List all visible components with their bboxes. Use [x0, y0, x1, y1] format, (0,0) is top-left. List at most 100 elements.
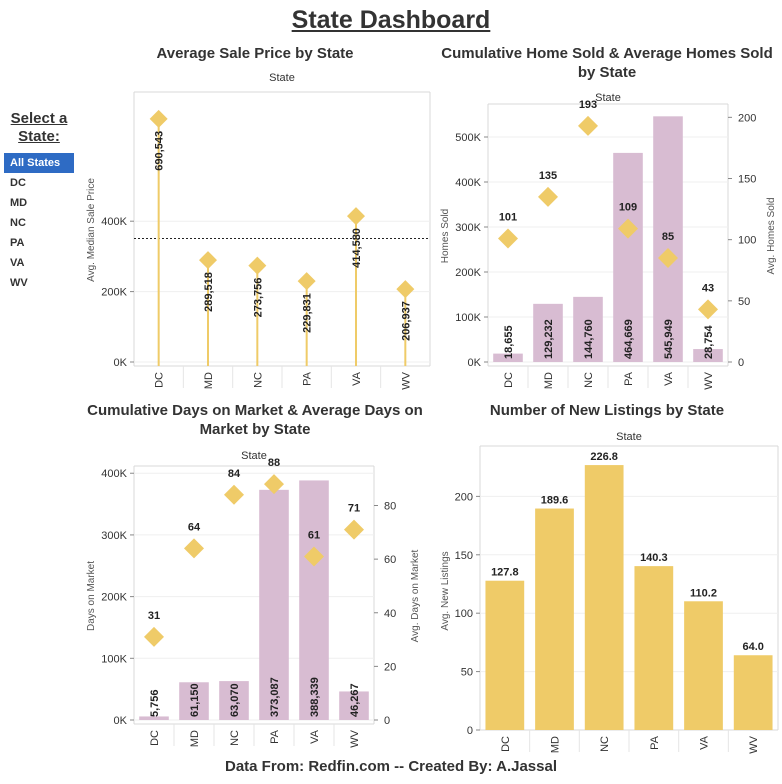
bar — [299, 480, 329, 720]
bar-data-label: 388,339 — [309, 677, 321, 717]
bar — [584, 465, 624, 730]
y-tick-label: 0K — [468, 357, 482, 369]
state-filter-list: All States DC MD NC PA VA WV — [4, 153, 74, 293]
diamond-marker — [578, 115, 598, 136]
bar — [535, 508, 574, 730]
y-tick-label: 0 — [467, 725, 473, 737]
x-tick-label: NC — [599, 736, 611, 752]
x-tick-label: VA — [699, 735, 711, 750]
x-tick-label: NC — [252, 372, 264, 388]
bar-data-label: 46,267 — [349, 683, 361, 717]
state-filter-item-nc[interactable]: NC — [10, 217, 26, 229]
state-filter-item-dc[interactable]: DC — [10, 177, 26, 189]
diamond-marker — [538, 186, 558, 207]
bar-data-label: 61,150 — [189, 683, 201, 717]
marker-data-label: 101 — [499, 211, 517, 223]
bar-data-label: 464,669 — [623, 319, 635, 359]
state-filter-item-md[interactable]: MD — [10, 197, 28, 209]
y-right-tick-label: 40 — [384, 608, 396, 620]
bar — [139, 716, 169, 720]
y-tick-label: 400K — [455, 177, 481, 189]
state-filter-title: Select a State: — [10, 110, 68, 145]
bar-data-label: 373,087 — [269, 677, 281, 717]
y-axis-title: Avg. Median Sale Price — [86, 178, 97, 282]
new-listings-chart: State 0 50 100 150 200 Avg. New Listings DC MD NC… — [440, 431, 779, 754]
x-tick-label: WV — [349, 729, 361, 747]
data-label: 273,756 — [252, 278, 264, 318]
diamond-marker — [248, 256, 267, 275]
chart1-title: Average Sale Price by State — [156, 45, 354, 62]
x-tick-label: MD — [189, 730, 201, 747]
x-tick-label: MD — [203, 372, 215, 389]
y-tick-label: 50 — [461, 667, 473, 679]
bar — [684, 601, 723, 730]
x-tick-label: DC — [149, 730, 161, 746]
x-tick-label: VA — [663, 371, 675, 386]
bar — [533, 303, 563, 362]
diamond-marker — [184, 538, 204, 559]
marker-data-label: 71 — [348, 503, 360, 515]
x-tick-label: PA — [302, 371, 314, 386]
x-tick-label: WV — [748, 735, 760, 753]
bar-data-label: 64.0 — [742, 641, 763, 653]
bar-data-label: 5,756 — [149, 689, 161, 717]
x-tick-label: WV — [703, 371, 715, 389]
data-label: 690,543 — [154, 131, 166, 171]
y-tick-label: 150 — [455, 550, 473, 562]
diamond-marker — [698, 299, 718, 320]
bar — [653, 116, 683, 362]
x-tick-label: DC — [503, 372, 515, 388]
marker-data-label: 88 — [268, 457, 280, 469]
state-filter-item-va[interactable]: VA — [10, 257, 25, 269]
bar-data-label: 226.8 — [590, 451, 618, 463]
bar-data-label: 18,655 — [503, 325, 515, 359]
y-tick-label: 200 — [455, 491, 473, 503]
y-right-tick-label: 80 — [384, 501, 396, 513]
x-tick-label: PA — [649, 735, 661, 750]
y-tick-label: 400K — [101, 468, 127, 480]
x-tick-label: VA — [351, 371, 363, 386]
bar-data-label: 127.8 — [491, 567, 519, 579]
y-right-tick-label: 0 — [384, 715, 390, 727]
x-tick-label: MD — [543, 372, 555, 389]
bar-data-label: 140.3 — [640, 552, 668, 564]
data-label: 289,518 — [203, 272, 215, 312]
marker-data-label: 109 — [619, 202, 637, 214]
y-tick-label: 400K — [101, 216, 127, 228]
y-axis-title: Avg. New Listings — [440, 551, 451, 630]
marker-data-label: 84 — [228, 468, 241, 480]
chart2-title: Cumulative Home Sold & Average Homes Sol… — [441, 45, 773, 81]
state-filter-item-wv[interactable]: WV — [10, 277, 28, 289]
state-filter-item-pa[interactable]: PA — [10, 237, 25, 249]
bar-data-label: 144,760 — [583, 319, 595, 359]
x-tick-label: PA — [269, 729, 281, 744]
bar — [573, 296, 603, 362]
diamond-marker — [498, 228, 518, 249]
diamond-marker — [297, 272, 316, 291]
x-tick-label: DC — [154, 372, 166, 388]
column-header: State — [616, 431, 642, 443]
bar-data-label: 545,949 — [663, 319, 675, 359]
state-filter-item-all-states[interactable]: All States — [4, 153, 74, 173]
diamond-marker — [344, 519, 364, 540]
diamond-marker — [396, 280, 415, 299]
marker-data-label: 31 — [148, 610, 160, 622]
column-header: State — [269, 72, 295, 84]
avg-sale-price-chart: State 0K 200K 400K Avg. Median Sale Price DC M… — [86, 72, 431, 390]
marker-data-label: 193 — [579, 99, 597, 111]
diamond-marker — [264, 474, 284, 495]
bar-data-label: 129,232 — [543, 319, 555, 359]
x-tick-label: PA — [623, 371, 635, 386]
bar — [339, 691, 369, 720]
y-right-tick-label: 200 — [738, 112, 756, 124]
x-tick-label: NC — [583, 372, 595, 388]
days-on-market-chart: State 0K 100K 200K 300K 400K Days on Market 0 20… — [86, 450, 421, 748]
y-axis-title: Homes Sold — [440, 209, 451, 263]
bar — [634, 566, 674, 730]
bar — [493, 353, 523, 362]
diamond-marker — [347, 207, 365, 226]
bar — [613, 152, 643, 362]
diamond-marker — [199, 251, 217, 270]
bar — [179, 682, 209, 720]
bar — [485, 580, 525, 730]
